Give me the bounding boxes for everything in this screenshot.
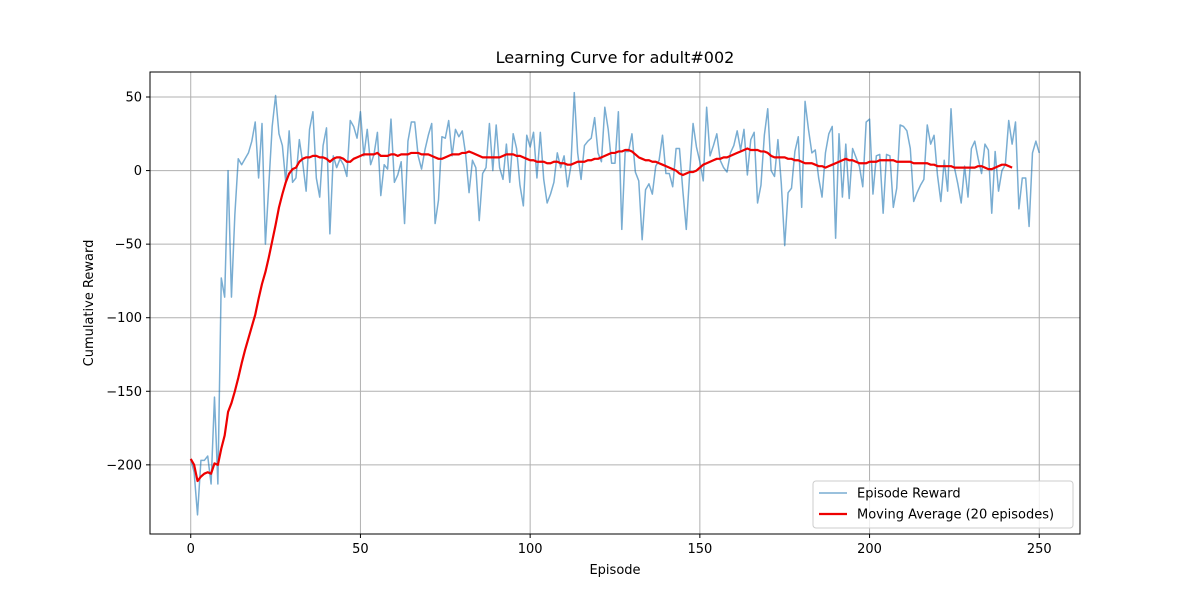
x-tick-label: 100 xyxy=(518,542,543,557)
x-tick-label: 50 xyxy=(352,542,369,557)
y-tick-label: −100 xyxy=(106,311,142,326)
x-tick-label: 0 xyxy=(187,542,195,557)
chart-title: Learning Curve for adult#002 xyxy=(496,48,735,67)
legend-label-moving-average: Moving Average (20 episodes) xyxy=(857,508,1054,523)
x-axis-title: Episode xyxy=(589,563,640,578)
x-axis: 0 50 100 150 200 250 xyxy=(187,534,1052,557)
y-axis: −200 −150 −100 −50 0 50 xyxy=(106,91,150,473)
legend: Episode Reward Moving Average (20 episod… xyxy=(812,480,1074,529)
grid xyxy=(150,72,1080,534)
y-tick-label: −150 xyxy=(106,385,142,400)
x-tick-label: 200 xyxy=(857,542,882,557)
y-tick-label: −50 xyxy=(115,238,142,253)
plot-frame xyxy=(149,71,1081,535)
legend-box xyxy=(812,480,1074,529)
legend-label-episode-reward: Episode Reward xyxy=(857,487,961,502)
series-line-moving-average xyxy=(189,147,1013,483)
y-tick-label: 50 xyxy=(125,91,142,106)
y-tick-label: 0 xyxy=(134,164,142,179)
y-axis-title: Cumulative Reward xyxy=(82,240,97,367)
series-line-episode-reward xyxy=(190,91,1040,516)
x-tick-label: 250 xyxy=(1027,542,1052,557)
y-tick-label: −200 xyxy=(106,458,142,473)
x-tick-label: 150 xyxy=(687,542,712,557)
series-layer xyxy=(189,91,1040,516)
